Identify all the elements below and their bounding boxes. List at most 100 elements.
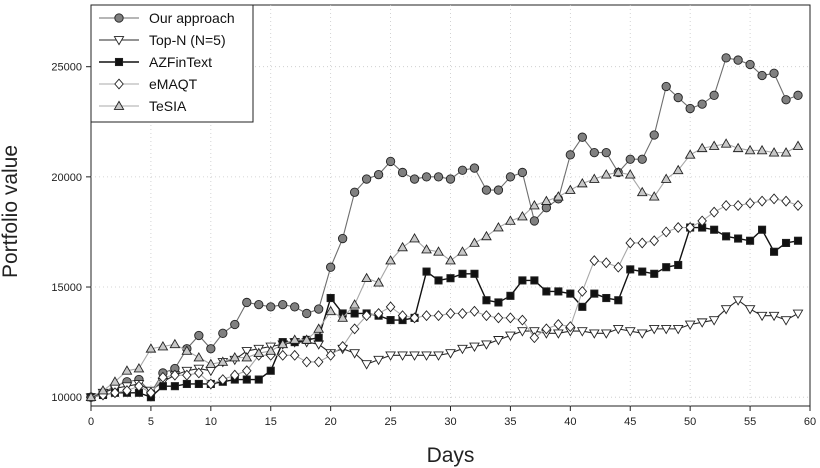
data-point-our-approach [242,297,252,308]
x-tick-label: 35 [504,416,516,428]
data-point-tesia [205,358,217,368]
data-point-top-n [744,305,756,315]
data-point-tesia [253,347,265,357]
data-point-top-n [768,311,780,322]
legend-marker [114,57,124,67]
data-point-emaqt [194,367,204,379]
data-point-emaqt [409,312,420,324]
x-axis-label: Days [427,444,475,467]
data-point-azfintext [602,293,611,303]
legend-marker [114,78,124,90]
data-point-top-n [708,316,720,326]
data-point-azfintext [590,289,599,298]
data-point-emaqt [601,257,612,269]
data-point-tesia [181,345,193,355]
data-point-tesia [301,334,313,344]
data-point-tesia [337,312,349,322]
data-point-our-approach [625,154,635,164]
data-point-tesia [493,222,504,232]
data-point-azfintext [314,333,323,342]
data-point-emaqt [218,374,228,386]
data-point-tesia [720,138,732,148]
data-point-azfintext [254,375,263,384]
data-point-emaqt [241,365,252,377]
x-tick-label: 25 [384,416,396,428]
data-point-our-approach [230,319,240,330]
data-point-top-n [672,325,684,335]
legend-marker [114,13,124,23]
data-point-our-approach [421,172,432,182]
data-point-our-approach [781,95,791,105]
data-point-emaqt [337,341,348,352]
data-point-emaqt [493,312,504,324]
data-point-top-n [373,355,384,366]
data-point-emaqt [697,215,707,227]
y-tick-label: 10000 [51,392,82,404]
data-point-top-n [481,340,492,350]
data-point-emaqt [565,321,576,333]
data-point-tesia [409,233,420,243]
data-point-our-approach [337,233,348,244]
data-point-emaqt [325,349,336,361]
data-point-tesia [421,244,432,254]
legend-item-our-approach: Our approach [99,10,235,26]
data-point-our-approach [661,81,671,92]
data-point-tesia [768,147,780,157]
data-point-our-approach [745,59,755,70]
data-point-our-approach [481,185,492,195]
data-point-azfintext [674,260,683,270]
data-point-our-approach [290,302,300,312]
data-point-tesia [780,147,792,157]
data-point-emaqt [613,261,624,273]
data-point-azfintext [518,276,527,285]
data-point-top-n [696,318,708,328]
x-tick-label: 5 [148,416,154,428]
data-point-emaqt [589,255,600,267]
data-point-tesia [229,352,241,362]
data-point-emaqt [793,200,803,211]
data-point-our-approach [278,299,288,310]
data-point-top-n [241,347,253,357]
data-point-tesia [373,277,384,287]
legend-label: AZFinText [149,54,212,70]
data-point-azfintext [194,379,203,389]
x-tick-label: 20 [325,416,337,428]
data-point-top-n [457,344,468,355]
data-point-top-n [421,351,432,361]
data-point-emaqt [709,206,719,218]
data-point-azfintext [781,238,791,248]
data-point-emaqt [122,385,132,397]
data-point-tesia [109,376,121,386]
data-point-emaqt [745,197,755,209]
data-point-our-approach [326,262,336,272]
data-point-our-approach [254,299,264,310]
data-point-emaqt [469,305,480,317]
data-point-our-approach [373,170,384,180]
data-point-tesia [624,169,636,179]
data-point-emaqt [301,356,312,368]
data-point-emaqt [349,323,360,335]
data-point-azfintext [746,236,755,245]
data-point-our-approach [733,55,743,65]
data-point-tesia [289,334,301,344]
legend-marker [113,36,125,46]
legend-item-emaqt: eMAQT [99,76,198,92]
data-point-azfintext [662,263,671,272]
data-point-tesia [588,173,600,183]
data-point-emaqt [182,369,192,381]
data-point-tesia [600,169,612,179]
data-point-our-approach [565,150,575,160]
data-point-emaqt [577,285,588,297]
data-point-tesia [612,166,624,177]
data-point-azfintext [242,375,251,384]
data-point-azfintext [722,232,731,241]
series-emaqt [86,193,803,403]
y-tick-label: 15000 [51,282,82,294]
data-point-our-approach [601,147,611,158]
data-point-tesia [660,173,672,183]
data-point-emaqt [433,310,444,322]
data-point-our-approach [397,167,408,178]
legend-item-top-n: Top-N (N=5) [99,32,226,48]
data-point-azfintext [578,302,587,311]
